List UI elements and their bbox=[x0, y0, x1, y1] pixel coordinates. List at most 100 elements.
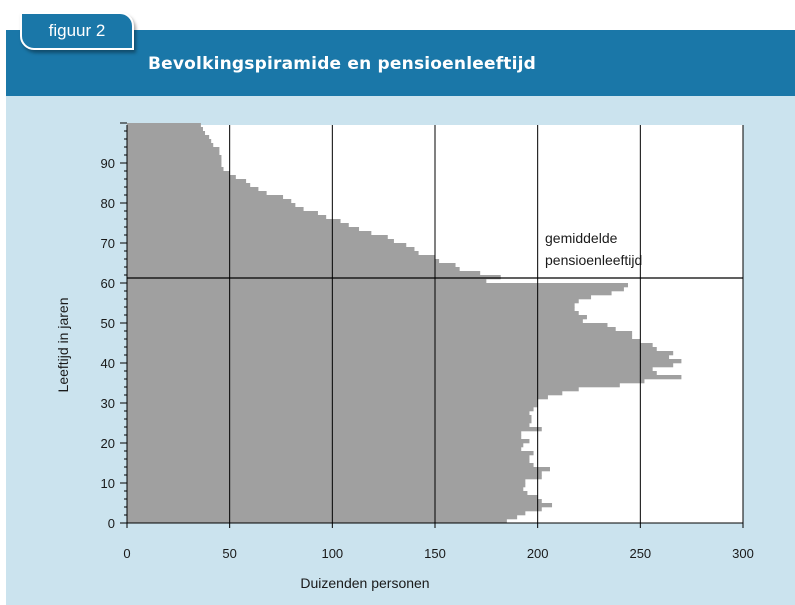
bar-age-64 bbox=[127, 263, 456, 268]
bar-age-81 bbox=[127, 195, 284, 200]
tick-labels-group: 0 10 20 30 40 50 60 70 80 90 0 50 100 150 200 250 300 bbox=[101, 156, 754, 561]
bar-age-51 bbox=[127, 315, 587, 320]
bar-age-75 bbox=[127, 219, 341, 224]
page-title: Bevolkingspiramide en pensioenleeftijd bbox=[148, 54, 537, 74]
bar-age-66 bbox=[127, 255, 435, 260]
bar-age-72 bbox=[127, 231, 372, 236]
bar-age-87 bbox=[127, 171, 230, 176]
bar-age-94 bbox=[127, 143, 214, 148]
bar-age-61 bbox=[127, 275, 501, 280]
bar-age-96 bbox=[127, 135, 210, 140]
bar-age-91 bbox=[127, 155, 222, 160]
bar-age-58 bbox=[127, 287, 624, 292]
bar-age-85 bbox=[127, 179, 247, 184]
y-tick-label-80: 80 bbox=[101, 196, 115, 211]
bar-age-10 bbox=[127, 479, 526, 484]
y-tick-label-0: 0 bbox=[108, 516, 115, 531]
y-tick-label-30: 30 bbox=[101, 396, 115, 411]
x-tick-label-150: 150 bbox=[424, 546, 446, 561]
annotation-line-2: pensioenleeftijd bbox=[545, 252, 642, 268]
bar-age-48 bbox=[127, 327, 616, 332]
bar-age-76 bbox=[127, 215, 327, 220]
bar-age-98 bbox=[127, 127, 203, 132]
y-tick-label-50: 50 bbox=[101, 316, 115, 331]
bar-age-92 bbox=[127, 151, 220, 156]
bar-age-59 bbox=[127, 283, 629, 288]
bar-age-22 bbox=[127, 431, 522, 436]
bar-age-36 bbox=[127, 375, 682, 380]
bar-age-28 bbox=[127, 407, 534, 412]
y-tick-label-40: 40 bbox=[101, 356, 115, 371]
y-tick-label-70: 70 bbox=[101, 236, 115, 251]
bar-age-46 bbox=[127, 335, 633, 340]
y-tick-label-60: 60 bbox=[101, 276, 115, 291]
bar-age-47 bbox=[127, 331, 633, 336]
bar-age-8 bbox=[127, 487, 524, 492]
bar-age-93 bbox=[127, 147, 220, 152]
bar-age-0 bbox=[127, 519, 507, 524]
bar-age-95 bbox=[127, 139, 212, 144]
y-tick-label-20: 20 bbox=[101, 436, 115, 451]
bar-age-43 bbox=[127, 347, 657, 352]
bar-age-41 bbox=[127, 355, 670, 360]
x-tick-label-0: 0 bbox=[123, 546, 130, 561]
bar-age-7 bbox=[127, 491, 528, 496]
y-tick-label-90: 90 bbox=[101, 156, 115, 171]
bar-age-34 bbox=[127, 383, 620, 388]
bar-age-45 bbox=[127, 339, 641, 344]
bar-age-79 bbox=[127, 203, 296, 208]
bar-age-97 bbox=[127, 131, 206, 136]
bar-age-37 bbox=[127, 371, 657, 376]
bar-age-33 bbox=[127, 387, 579, 392]
x-tick-label-100: 100 bbox=[321, 546, 343, 561]
bar-age-2 bbox=[127, 511, 526, 516]
bar-age-24 bbox=[127, 423, 530, 428]
header-band bbox=[6, 30, 795, 96]
bar-age-17 bbox=[127, 451, 534, 456]
bar-age-65 bbox=[127, 259, 440, 264]
bar-age-21 bbox=[127, 435, 522, 440]
bar-age-16 bbox=[127, 455, 530, 460]
bar-age-56 bbox=[127, 295, 592, 300]
bar-age-57 bbox=[127, 291, 612, 296]
bar-age-14 bbox=[127, 463, 534, 468]
annotation-line-1: gemiddelde bbox=[545, 230, 618, 246]
bar-age-18 bbox=[127, 447, 522, 452]
bar-age-27 bbox=[127, 411, 530, 416]
bar-age-54 bbox=[127, 303, 575, 308]
bar-age-12 bbox=[127, 471, 542, 476]
bar-age-70 bbox=[127, 239, 394, 244]
bar-age-40 bbox=[127, 359, 682, 364]
bar-age-80 bbox=[127, 199, 292, 204]
bar-age-68 bbox=[127, 247, 415, 252]
bar-age-44 bbox=[127, 343, 653, 348]
bar-age-3 bbox=[127, 507, 542, 512]
bar-age-15 bbox=[127, 459, 530, 464]
bar-age-67 bbox=[127, 251, 419, 256]
bar-age-78 bbox=[127, 207, 304, 212]
bar-age-77 bbox=[127, 211, 318, 216]
bar-age-20 bbox=[127, 439, 530, 444]
bar-age-42 bbox=[127, 351, 674, 356]
bar-age-53 bbox=[127, 307, 575, 312]
bar-age-1 bbox=[127, 515, 518, 520]
y-tick-label-10: 10 bbox=[101, 476, 115, 491]
bar-age-55 bbox=[127, 299, 579, 304]
bar-age-82 bbox=[127, 191, 267, 196]
y-axis-title: Leeftijd in jaren bbox=[55, 298, 71, 393]
bar-age-26 bbox=[127, 415, 532, 420]
bar-age-74 bbox=[127, 223, 349, 228]
bar-age-19 bbox=[127, 443, 524, 448]
bar-age-73 bbox=[127, 227, 360, 232]
bar-age-71 bbox=[127, 235, 388, 240]
bar-age-49 bbox=[127, 323, 608, 328]
bar-age-50 bbox=[127, 319, 583, 324]
bar-age-38 bbox=[127, 367, 653, 372]
bar-age-83 bbox=[127, 187, 259, 192]
bar-age-25 bbox=[127, 419, 532, 424]
bar-age-99 bbox=[127, 123, 201, 128]
bar-age-11 bbox=[127, 475, 542, 480]
axes-group bbox=[120, 122, 744, 528]
bar-age-32 bbox=[127, 391, 563, 396]
